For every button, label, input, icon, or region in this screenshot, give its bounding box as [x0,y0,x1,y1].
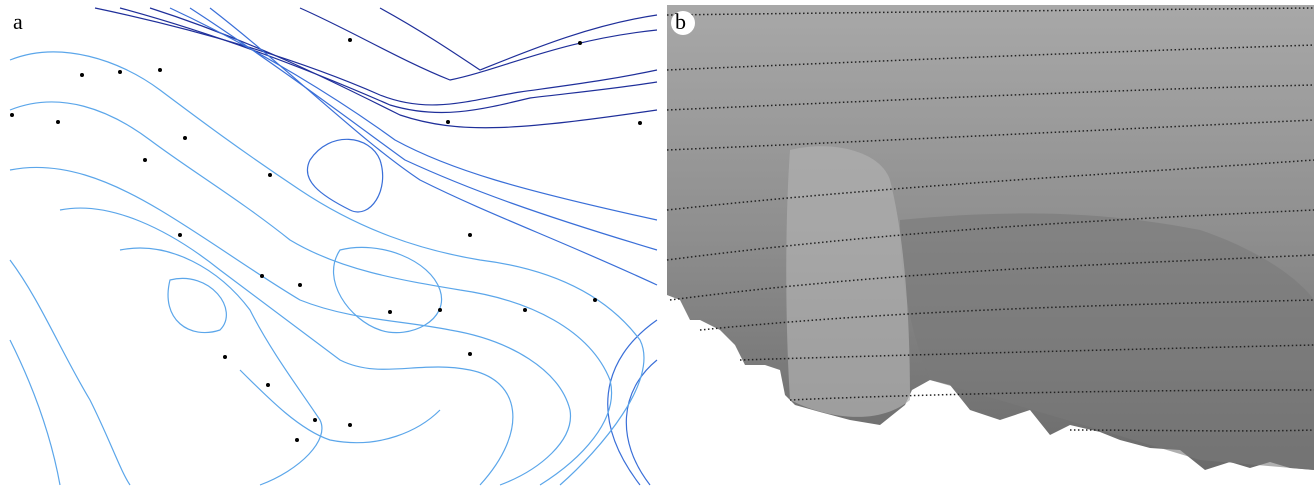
point [260,274,264,278]
point [313,418,317,422]
point [298,283,302,287]
point [143,158,147,162]
point [593,298,597,302]
figure: a b [0,0,1314,490]
point [348,423,352,427]
point [178,233,182,237]
point [438,308,442,312]
point [468,352,472,356]
point [348,38,352,42]
point [523,308,527,312]
point [158,68,162,72]
point [388,310,392,314]
point [118,70,122,74]
point [446,120,450,124]
point [80,73,84,77]
panel-label: a [13,9,23,34]
page: a b (() => { const data = JSON.parse(doc… [0,0,1314,490]
point [10,113,14,117]
point [268,173,272,177]
panel-label: b [675,9,686,34]
point [183,136,187,140]
column [786,146,910,417]
point [223,355,227,359]
point [56,120,60,124]
point [638,121,642,125]
point [468,233,472,237]
panel-b: b [667,5,1314,470]
point [578,41,582,45]
point [266,383,270,387]
point [295,438,299,442]
panel-a-background [5,5,657,485]
panel-a: a [5,5,657,485]
